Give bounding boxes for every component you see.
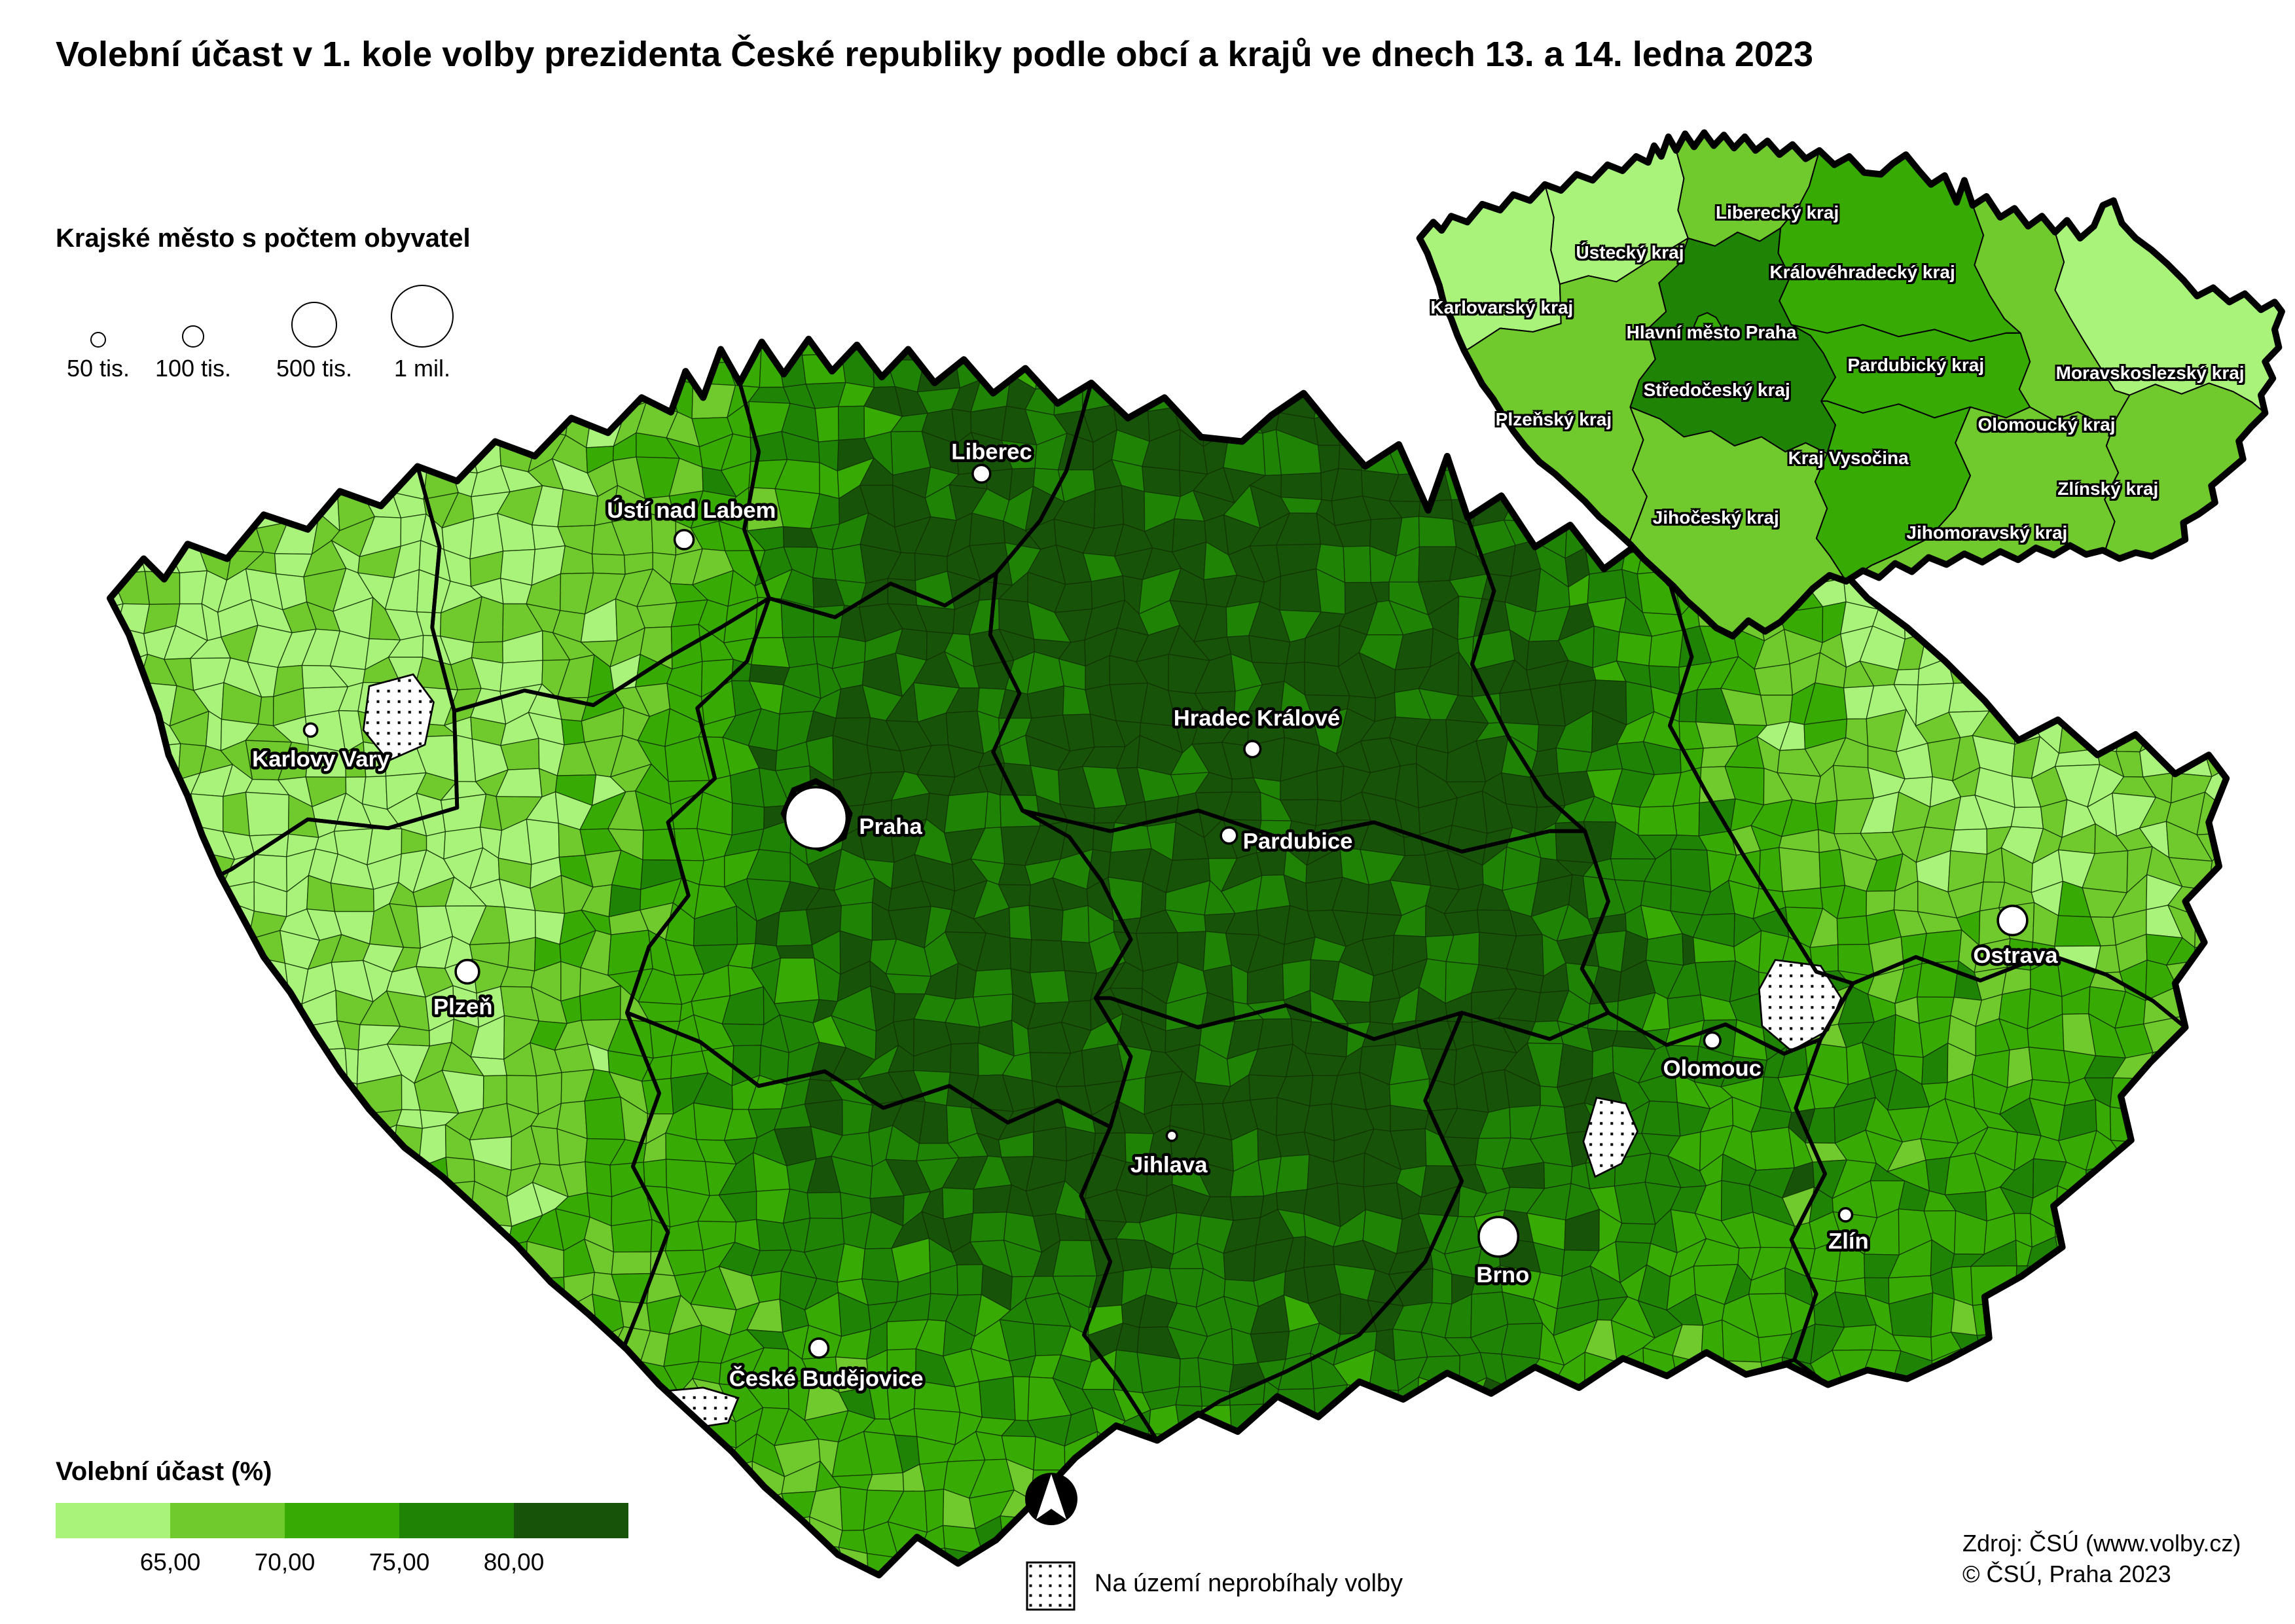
turnout-break-label: 70,00 [254, 1549, 316, 1576]
city-label: Ostrava [1973, 943, 2058, 968]
turnout-swatch [56, 1503, 170, 1538]
city-label: Brno [1476, 1263, 1529, 1288]
size-legend-label: 100 tis. [155, 355, 231, 382]
size-legend-circle [291, 302, 337, 348]
inset-region-praha [1693, 312, 1722, 341]
size-legend-circle [391, 285, 454, 348]
city-marker [673, 529, 695, 550]
turnout-swatch [285, 1503, 399, 1538]
size-legend-label: 1 mil. [394, 355, 450, 382]
inset-region-label-karlovarsky: Karlovarský kraj [1430, 297, 1574, 317]
city-label: Liberec [951, 439, 1032, 464]
city-label: Praha [859, 814, 922, 839]
turnout-break-label: 65,00 [139, 1549, 201, 1576]
inset-region-label-jihomoravsky: Jihomoravský kraj [1906, 522, 2068, 543]
inset-region-label-praha: Hlavní město Praha [1626, 322, 1797, 343]
city-marker [454, 958, 480, 985]
city-size-legend-title: Krajské město s počtem obyvatel [56, 224, 471, 253]
inset-region-label-olomoucky: Olomoucký kraj [1978, 414, 2116, 435]
inset-region-label-plzensky: Plzeňský kraj [1495, 408, 1612, 429]
city-marker [1703, 1031, 1722, 1050]
city-markers: Praha Brno Ostrava Plzeň Liberec Olomouc České… [249, 437, 2061, 1394]
turnout-swatch [399, 1503, 514, 1538]
inset-region-label-zlinsky: Zlínský kraj [2057, 478, 2159, 499]
country-border [107, 335, 2230, 1579]
city-label: Plzeň [433, 994, 493, 1019]
city-marker [784, 785, 848, 850]
source-credit: Zdroj: ČSÚ (www.volby.cz) © ČSÚ, Praha 2… [1962, 1528, 2241, 1589]
north-arrow-icon [1025, 1473, 1077, 1525]
no-election-area [362, 673, 435, 762]
region-inset-map: Středočeský kraj Karlovarský kraj Ústecký … [1411, 128, 2288, 651]
city-size-legend: 50 tis. 100 tis. 500 tis. 1 mil. [67, 285, 454, 382]
inset-region-label-stredocesky: Středočeský kraj [1643, 380, 1790, 401]
no-election-pattern-swatch [1026, 1561, 1075, 1611]
inset-region-label-moravskoslezsky: Moravskoslezský kraj [2055, 362, 2245, 383]
no-election-label: Na území neprobíhaly volby [1094, 1570, 1403, 1597]
inset-region-label-liberecky: Liberecký kraj [1715, 202, 1839, 223]
size-legend-label: 500 tis. [276, 355, 352, 382]
inset-region-label-kralovehradecky: Královéhradecký kraj [1769, 262, 1955, 283]
no-election-area [1582, 1096, 1639, 1178]
size-legend-circle [182, 325, 204, 348]
inset-region-label-ustecky: Ústecký kraj [1576, 242, 1684, 262]
city-label: České Budějovice [729, 1365, 924, 1392]
city-marker [1165, 1129, 1178, 1142]
city-marker [971, 463, 992, 484]
city-label: Hradec Králové [1174, 706, 1340, 731]
turnout-swatch [170, 1503, 285, 1538]
size-legend-label: 50 tis. [67, 355, 130, 382]
turnout-legend-bar [56, 1503, 628, 1538]
no-election-area [1758, 959, 1843, 1052]
city-marker [1220, 826, 1238, 845]
city-label: Ústí nad Labem [607, 497, 776, 523]
turnout-swatch [514, 1503, 628, 1538]
city-label: Pardubice [1243, 829, 1353, 854]
turnout-break-label: 80,00 [483, 1549, 545, 1576]
city-label: Karlovy Vary [252, 747, 390, 772]
city-marker [1837, 1207, 1854, 1223]
city-label: Zlín [1828, 1229, 1869, 1254]
city-marker [302, 722, 319, 738]
city-marker [808, 1337, 830, 1359]
page-title: Volební účast v 1. kole volby prezidenta… [56, 35, 1814, 74]
city-marker [1243, 740, 1262, 759]
inset-region-label-pardubicky: Pardubický kraj [1847, 354, 1985, 375]
north-arrow-needle [1036, 1474, 1066, 1519]
city-label: Jihlava [1130, 1153, 1208, 1178]
inset-region-label-vysocina: Kraj Vysočina [1788, 447, 1909, 468]
source-line-2: © ČSÚ, Praha 2023 [1962, 1561, 2171, 1587]
city-marker [1997, 905, 2029, 937]
size-legend-circle [90, 332, 106, 348]
inset-region-label-jihocesky: Jihočeský kraj [1652, 507, 1779, 528]
inset-country-border [1416, 129, 2285, 640]
turnout-break-label: 75,00 [369, 1549, 430, 1576]
turnout-legend-title: Volební účast (%) [56, 1457, 272, 1486]
city-marker [1477, 1216, 1520, 1258]
source-line-1: Zdroj: ČSÚ (www.volby.cz) [1962, 1530, 2241, 1557]
city-label: Olomouc [1663, 1056, 1762, 1081]
